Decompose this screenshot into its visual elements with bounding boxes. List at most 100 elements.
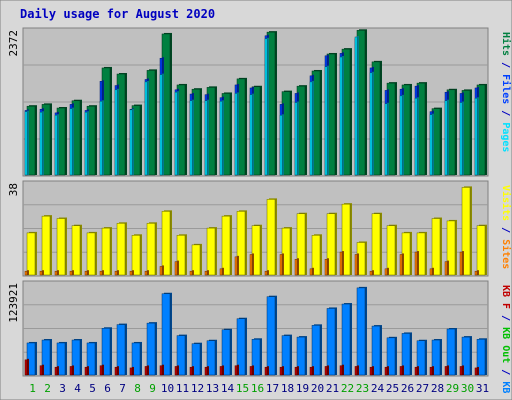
bar-shadow bbox=[87, 111, 89, 175]
bar-kb-f bbox=[159, 365, 163, 376]
bar-shadow bbox=[267, 366, 269, 375]
tick-label: 8 bbox=[134, 382, 141, 395]
tick-label: 29 bbox=[446, 382, 459, 395]
bar-visits bbox=[251, 225, 261, 276]
bar-pages bbox=[234, 93, 238, 176]
bar-shadow bbox=[87, 270, 89, 275]
bar-kb-f bbox=[474, 367, 478, 376]
legend-item: KB Out bbox=[500, 327, 511, 363]
bar-visits bbox=[131, 235, 141, 276]
tick-label: 21 bbox=[326, 382, 339, 395]
bar-kb-f bbox=[459, 366, 463, 376]
bar-shadow bbox=[147, 270, 149, 275]
bar-shadow bbox=[417, 97, 419, 175]
bar-kb-in bbox=[431, 339, 441, 376]
bar-kb-f bbox=[294, 366, 298, 376]
bar-shadow bbox=[342, 251, 344, 275]
bar-sites bbox=[204, 270, 208, 276]
tick-label: 3 bbox=[59, 382, 66, 395]
bar-sites bbox=[429, 268, 433, 276]
bar-shadow bbox=[477, 97, 479, 175]
bar-shadow bbox=[282, 366, 284, 375]
bar-shadow bbox=[222, 267, 224, 275]
bar-visits bbox=[326, 213, 336, 276]
bar-sites bbox=[219, 268, 223, 276]
bar-kb-f bbox=[129, 367, 133, 376]
tick-label: 26 bbox=[401, 382, 414, 395]
tick-label: 31 bbox=[476, 382, 489, 395]
bar-visits bbox=[191, 244, 201, 276]
bar-shadow bbox=[372, 71, 374, 175]
bar-sites bbox=[189, 270, 193, 276]
bar-pages bbox=[69, 108, 73, 176]
bar-kb-f bbox=[24, 359, 28, 376]
bar-shadow bbox=[447, 260, 449, 275]
bar-shadow bbox=[462, 365, 464, 375]
bar-sites bbox=[339, 251, 343, 276]
bar-shadow bbox=[222, 100, 224, 175]
bar-shadow bbox=[342, 56, 344, 175]
bar-shadow bbox=[252, 93, 254, 175]
bar-sites bbox=[459, 251, 463, 276]
bar-shadow bbox=[462, 251, 464, 275]
bar-kb-f bbox=[309, 366, 313, 376]
bar-kb-in bbox=[206, 340, 216, 376]
tick-label: 18 bbox=[281, 382, 294, 395]
bar-shadow bbox=[417, 251, 419, 275]
tick-label: 23 bbox=[356, 382, 369, 395]
bar-pages bbox=[369, 72, 373, 176]
legend-item: Files bbox=[500, 74, 512, 104]
bar-pages bbox=[459, 102, 463, 176]
bar-kb-in bbox=[251, 339, 261, 376]
bar-shadow bbox=[297, 258, 299, 275]
bar-sites bbox=[399, 254, 403, 276]
legend-item: KB F bbox=[500, 285, 511, 309]
bar-visits bbox=[476, 225, 486, 276]
bar-sites bbox=[279, 254, 283, 276]
bar-sites bbox=[129, 270, 133, 276]
tick-label: 4 bbox=[74, 382, 81, 395]
bar-sites bbox=[144, 270, 148, 276]
bar-shadow bbox=[402, 365, 404, 375]
bar-sites bbox=[414, 251, 418, 276]
bar-shadow bbox=[447, 365, 449, 375]
bar-visits bbox=[266, 199, 276, 276]
tick-label: 20 bbox=[311, 382, 324, 395]
bar-kb-in bbox=[446, 328, 456, 376]
bar-kb-f bbox=[219, 366, 223, 376]
legend-item: / bbox=[500, 363, 511, 381]
bar-kb-f bbox=[384, 366, 388, 376]
bar-pages bbox=[474, 98, 478, 176]
bar-shadow bbox=[72, 270, 74, 275]
bar-shadow bbox=[207, 270, 209, 275]
bar-kb-f bbox=[69, 366, 73, 376]
bar-shadow bbox=[132, 108, 134, 175]
bar-kb-f bbox=[174, 366, 178, 376]
bar-sites bbox=[69, 270, 73, 276]
bar-visits bbox=[146, 223, 156, 276]
bar-shadow bbox=[162, 364, 164, 375]
bar-visits bbox=[341, 203, 351, 276]
bar-kb-f bbox=[234, 365, 238, 376]
bar-pages bbox=[249, 94, 253, 176]
bar-kb-in bbox=[386, 337, 396, 376]
bar-shadow bbox=[192, 270, 194, 275]
bar-kb-f bbox=[369, 366, 373, 376]
bar-pages bbox=[279, 115, 283, 176]
bar-shadow bbox=[252, 253, 254, 275]
bar-kb-in bbox=[236, 318, 246, 376]
bar-shadow bbox=[162, 73, 164, 175]
legend-item: KB In bbox=[500, 381, 511, 400]
bar-shadow bbox=[402, 94, 404, 175]
tick-label: 27 bbox=[416, 382, 429, 395]
bar-shadow bbox=[432, 113, 434, 175]
bar-visits bbox=[281, 227, 291, 276]
bar-kb-f bbox=[249, 366, 253, 376]
bar-shadow bbox=[372, 270, 374, 275]
bar-shadow bbox=[117, 366, 119, 375]
bar-visits bbox=[236, 211, 246, 276]
bar-shadow bbox=[432, 267, 434, 275]
bar-shadow bbox=[252, 365, 254, 375]
bar-pages bbox=[339, 56, 343, 176]
bar-shadow bbox=[402, 253, 404, 275]
